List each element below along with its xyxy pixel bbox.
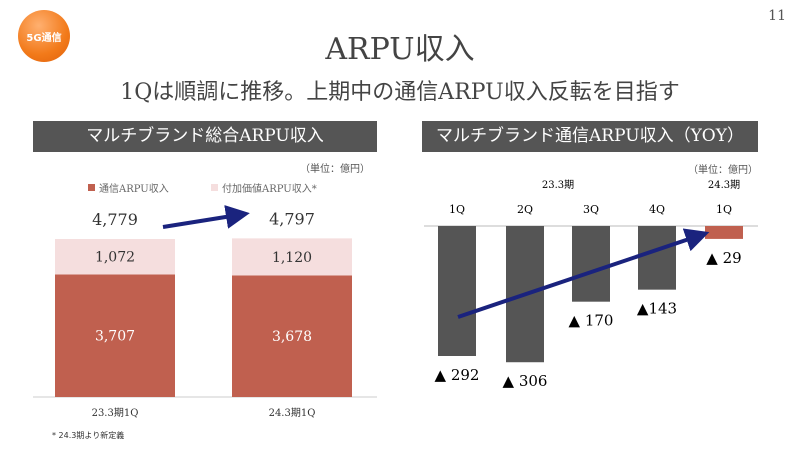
- data-label-comm: 3,678: [272, 329, 312, 345]
- period-label: 23.3期: [542, 179, 574, 191]
- trend-arrow: [162, 205, 250, 229]
- category-label: 23.3期1Q: [92, 407, 139, 419]
- data-label: ▲143: [637, 300, 677, 318]
- legend-swatch: [88, 184, 95, 191]
- right-chart-header: マルチブランド通信ARPU収入（YOY）: [422, 121, 758, 152]
- data-label: ▲ 306: [503, 372, 548, 390]
- footnote: * 24.3期より新定義: [52, 431, 125, 440]
- category-label: 3Q: [583, 203, 599, 216]
- page-number: 11: [768, 8, 786, 24]
- bar-yoy: [572, 226, 610, 302]
- data-label-value-added: 1,072: [95, 250, 135, 266]
- bar-yoy: [638, 226, 676, 290]
- category-label: 24.3期1Q: [269, 407, 316, 419]
- bar-yoy: [438, 226, 476, 356]
- data-label: ▲ 292: [435, 366, 480, 384]
- 5g-badge: 5G通信: [18, 10, 70, 62]
- left-unit-label: （単位：億円）: [300, 164, 370, 175]
- bar-value-added: [232, 238, 352, 276]
- legend-item-value-added: 付加価値ARPU収入*: [211, 180, 317, 195]
- data-label-comm: 3,707: [95, 329, 135, 345]
- data-label-total: 4,797: [269, 209, 315, 228]
- left-chart-header: マルチブランド総合ARPU収入: [33, 121, 377, 152]
- legend-swatch: [211, 184, 218, 191]
- legend-item-comm: 通信ARPU収入: [88, 180, 169, 195]
- bar-comm: [232, 275, 352, 397]
- trend-arrow: [457, 228, 710, 319]
- period-label: 24.3期: [708, 179, 740, 191]
- page-title: ARPU収入: [325, 32, 475, 67]
- legend-label: 通信ARPU収入: [99, 184, 169, 195]
- bar-comm: [55, 274, 175, 397]
- legend-label: 付加価値ARPU収入*: [222, 184, 317, 195]
- category-label: 4Q: [649, 203, 665, 216]
- data-label-value-added: 1,120: [272, 250, 312, 266]
- data-label: ▲ 29: [706, 249, 741, 267]
- category-label: 1Q: [449, 203, 465, 216]
- category-label: 2Q: [517, 203, 533, 216]
- bar-yoy: [705, 226, 743, 239]
- page-subtitle: 1Qは順調に推移。上期中の通信ARPU収入反転を目指す: [120, 80, 680, 105]
- data-label-total: 4,779: [92, 210, 138, 229]
- data-label: ▲ 170: [569, 312, 614, 330]
- right-unit-label: （単位：億円）: [688, 165, 758, 176]
- bar-value-added: [55, 239, 175, 275]
- category-label: 1Q: [716, 203, 732, 216]
